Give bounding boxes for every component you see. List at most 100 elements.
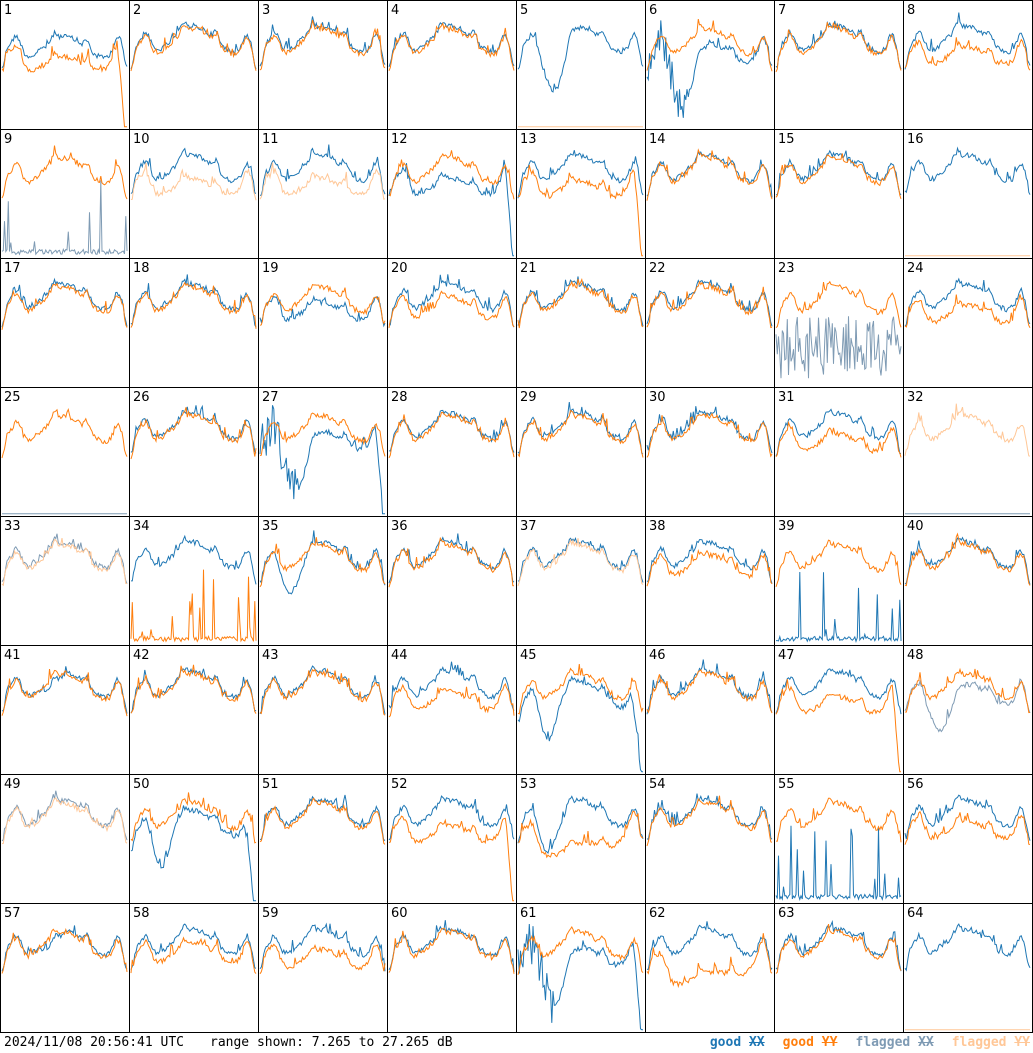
panel-1-xx-trace: [1, 29, 128, 69]
panel-number-label: 54: [649, 777, 666, 792]
panel-35: 35: [258, 516, 388, 646]
panel-frame: [516, 258, 646, 388]
panel-frame: [129, 0, 259, 130]
panel-16-xx-trace: [904, 146, 1031, 195]
panel-31-xx-trace: [775, 408, 902, 457]
legend-good-xx: good XX: [710, 1035, 765, 1050]
panel-48: 48: [903, 645, 1033, 775]
panel-24-yy-trace: [904, 294, 1031, 328]
panel-number-label: 60: [391, 906, 408, 921]
panel-21-xx-trace: [517, 276, 644, 327]
panel-54: 54: [645, 774, 775, 904]
panel-40-yy-trace: [904, 532, 1031, 587]
range-label: range shown: 7.265 to 27.265 dB: [210, 1035, 453, 1050]
panel-49-yy-trace: [1, 797, 128, 845]
panel-42-yy-trace: [130, 664, 257, 714]
panel-number-label: 49: [4, 777, 21, 792]
panel-54-yy-trace: [646, 795, 773, 847]
panel-number-label: 45: [520, 648, 537, 663]
legend: good XX good YY flagged XX flagged YY: [710, 1035, 1030, 1050]
panel-15: 15: [774, 129, 904, 259]
panel-26-yy-trace: [130, 407, 257, 460]
panel-17-yy-trace: [1, 282, 128, 330]
panel-number-label: 27: [262, 390, 279, 405]
panel-frame: [774, 129, 904, 259]
panel-40-xx-trace: [904, 536, 1031, 585]
panel-3: 3: [258, 0, 388, 130]
panel-frame: [645, 387, 775, 517]
panel-number-label: 28: [391, 390, 408, 405]
panel-number-label: 15: [778, 132, 795, 147]
panel-18-xx-trace: [130, 274, 257, 328]
panel-26-xx-trace: [130, 404, 257, 454]
panel-13-xx-trace: [517, 150, 644, 199]
panel-number-label: 13: [520, 132, 537, 147]
panel-44: 44: [387, 645, 517, 775]
panel-51-yy-trace: [259, 797, 386, 845]
panel-19-yy-trace: [259, 283, 386, 326]
panel-64: 64: [903, 903, 1033, 1033]
legend-flagged-xx: flagged XX: [855, 1035, 933, 1050]
panel-18-yy-trace: [130, 281, 257, 329]
panel-5: 5: [516, 0, 646, 130]
panel-46: 46: [645, 645, 775, 775]
panel-frame: [516, 774, 646, 904]
panel-number-label: 30: [649, 390, 666, 405]
timestamp-label: 2024/11/08 20:56:41 UTC: [4, 1035, 185, 1050]
panel-38: 38: [645, 516, 775, 646]
panel-frame: [903, 258, 1033, 388]
panel-27: 27: [258, 387, 388, 517]
legend-good-xx-word: good: [709, 1035, 742, 1050]
panel-number-label: 4: [391, 3, 399, 18]
panel-number-label: 2: [133, 3, 141, 18]
panel-number-label: 33: [4, 519, 21, 534]
panel-frame: [387, 258, 517, 388]
panel-45-xx-trace: [517, 675, 643, 773]
panel-number-label: 18: [133, 261, 150, 276]
panel-19: 19: [258, 258, 388, 388]
panel-1-yy-trace: [1, 40, 127, 128]
panel-frame: [0, 516, 130, 646]
panel-8: 8: [903, 0, 1033, 130]
panel-frame: [129, 258, 259, 388]
panel-63-xx-trace: [775, 919, 902, 972]
panel-30-yy-trace: [646, 412, 773, 458]
panel-frame: [516, 645, 646, 775]
panel-24: 24: [903, 258, 1033, 388]
panel-number-label: 17: [4, 261, 21, 276]
panel-20-yy-trace: [388, 290, 515, 328]
panel-59: 59: [258, 903, 388, 1033]
panel-47-yy-trace: [775, 679, 901, 773]
panel-43-xx-trace: [259, 665, 386, 715]
panel-61-xx-trace: [517, 923, 643, 1031]
panel-13: 13: [516, 129, 646, 259]
panel-28-xx-trace: [388, 409, 515, 453]
panel-number-label: 31: [778, 390, 795, 405]
panel-number-label: 61: [520, 906, 537, 921]
panel-10-yy-trace: [130, 162, 257, 201]
panel-3-yy-trace: [259, 19, 386, 71]
panel-37: 37: [516, 516, 646, 646]
panel-6-yy-trace: [646, 18, 773, 72]
panel-48-yy-trace: [904, 667, 1031, 714]
panel-number-label: 25: [4, 390, 21, 405]
panel-56-yy-trace: [904, 810, 1031, 845]
panel-29-yy-trace: [517, 410, 644, 458]
panel-number-label: 3: [262, 3, 270, 18]
panel-25-yy-trace: [1, 407, 128, 459]
panel-12-xx-trace: [388, 159, 514, 257]
footer-bar: 2024/11/08 20:56:41 UTC range shown: 7.2…: [0, 1033, 1033, 1053]
panel-frame: [903, 774, 1033, 904]
panel-4-yy-trace: [388, 21, 515, 71]
panel-58: 58: [129, 903, 259, 1033]
panel-frame: [387, 129, 517, 259]
panel-59-yy-trace: [259, 943, 386, 975]
panel-9: 9: [0, 129, 130, 259]
panel-1: 1: [0, 0, 130, 130]
panel-44-xx-trace: [388, 661, 515, 711]
panel-56: 56: [903, 774, 1033, 904]
panel-61-yy-trace: [517, 926, 644, 976]
panel-60-yy-trace: [388, 927, 515, 974]
panel-47: 47: [774, 645, 904, 775]
panel-frame: [774, 903, 904, 1033]
